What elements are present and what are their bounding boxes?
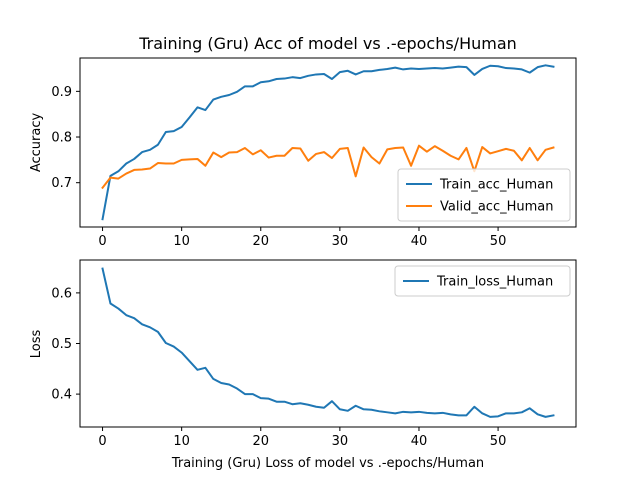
accuracy-x-tick-label: 40 xyxy=(411,234,428,249)
accuracy-legend: Train_acc_Human Valid_acc_Human xyxy=(397,168,571,222)
accuracy-y-tick-label: 0.8 xyxy=(51,131,72,146)
loss-series-layer xyxy=(101,267,555,418)
loss-x-tick-label: 50 xyxy=(490,434,507,449)
accuracy-y-tick-label: 0.9 xyxy=(51,85,72,100)
loss-x-tick-label: 20 xyxy=(252,434,269,449)
accuracy-legend-label: Train_acc_Human xyxy=(439,178,553,193)
accuracy-ticks-layer: 0 10 20 30 40 50 0.7 0.8 0.9 xyxy=(51,85,506,249)
loss-x-tick-label: 40 xyxy=(411,434,428,449)
loss-y-tick-label: 0.6 xyxy=(51,286,72,301)
loss-x-tick-label: 30 xyxy=(332,434,349,449)
accuracy-chart-title: Training (Gru) Acc of model vs .-epochs/… xyxy=(138,34,517,53)
loss-x-tick-label: 0 xyxy=(98,434,106,449)
accuracy-legend-label: Valid_acc_Human xyxy=(440,200,553,215)
accuracy-y-axis-label: Accuracy xyxy=(29,113,44,173)
accuracy-series-layer xyxy=(101,64,555,221)
accuracy-subplot: Training (Gru) Acc of model vs .-epochs/… xyxy=(29,34,577,249)
loss-legend: Train_loss_Human xyxy=(394,265,571,297)
accuracy-x-tick-label: 20 xyxy=(252,234,269,249)
accuracy-legend-box xyxy=(397,168,571,222)
loss-y-tick-label: 0.4 xyxy=(51,388,72,403)
accuracy-x-tick-label: 10 xyxy=(173,234,190,249)
accuracy-x-tick-label: 30 xyxy=(332,234,349,249)
loss-y-tick-label: 0.5 xyxy=(51,337,72,352)
loss-x-tick-label: 10 xyxy=(173,434,190,449)
accuracy-x-tick-label: 50 xyxy=(490,234,507,249)
loss-legend-label: Train_loss_Human xyxy=(436,275,553,290)
accuracy-plot-frame xyxy=(79,57,577,228)
accuracy-y-tick-label: 0.7 xyxy=(51,176,72,191)
loss-subplot: Loss Training (Gru) Loss of model vs .-e… xyxy=(29,259,577,471)
loss-x-axis-label: Training (Gru) Loss of model vs .-epochs… xyxy=(171,456,484,471)
loss-plot-frame xyxy=(79,259,577,428)
series-line-train-loss-human xyxy=(101,267,555,418)
series-line-train-acc-human xyxy=(101,64,555,221)
accuracy-x-tick-label: 0 xyxy=(98,234,106,249)
series-line-valid-acc-human xyxy=(101,144,555,190)
loss-ticks-layer: 0 10 20 30 40 50 0.4 0.5 0.6 xyxy=(51,286,506,449)
loss-legend-box xyxy=(394,265,571,297)
loss-y-axis-label: Loss xyxy=(29,330,44,359)
